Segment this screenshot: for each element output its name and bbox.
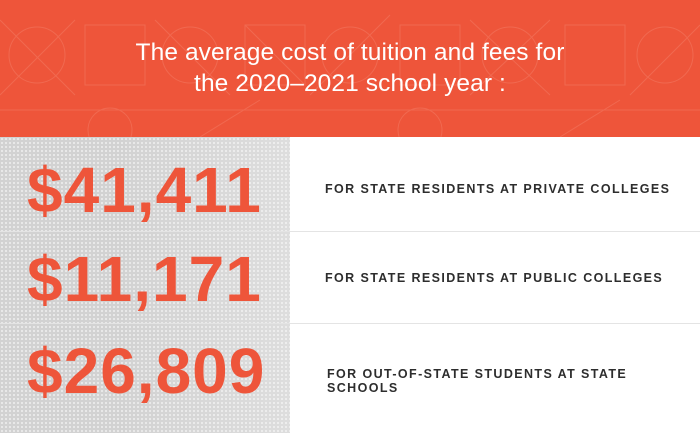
title-line-1: The average cost of tuition and fees for: [135, 39, 565, 66]
stat-description-public: FOR STATE RESIDENTS AT PUBLIC COLLEGES: [325, 271, 664, 285]
stat-description-out-of-state: FOR OUT-OF-STATE STUDENTS AT STATE SCHOO…: [327, 367, 628, 395]
stat-amount-public: $11,171: [27, 243, 262, 315]
row-divider: [0, 323, 700, 324]
stat-description-private: FOR STATE RESIDENTS AT PRIVATE COLLEGES: [325, 182, 671, 196]
row-divider: [0, 231, 700, 232]
stats-panel-background: [0, 137, 290, 433]
header-banner: The average cost of tuition and fees for…: [0, 0, 700, 137]
page-title: The average cost of tuition and fees for…: [0, 37, 700, 99]
stat-amount-out-of-state: $26,809: [27, 335, 266, 407]
geometric-pattern: [0, 14, 700, 137]
stat-amount-private: $41,411: [27, 154, 262, 226]
title-line-2: the 2020–2021 school year :: [194, 70, 506, 97]
